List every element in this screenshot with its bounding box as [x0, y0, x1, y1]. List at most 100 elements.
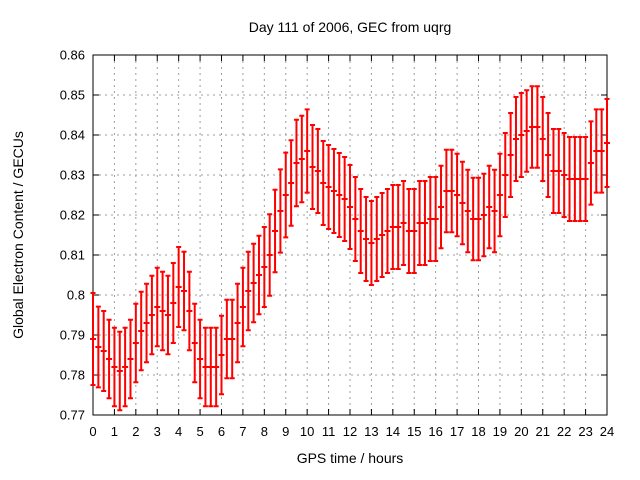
error-bar — [432, 176, 439, 262]
error-bar — [154, 266, 161, 348]
x-tick-label: 21 — [536, 424, 550, 439]
x-tick-label: 6 — [218, 424, 225, 439]
x-tick-label: 8 — [261, 424, 268, 439]
error-bar — [443, 148, 450, 234]
tick-labels: 0 1 2 3 4 5 6 7 8 9 10 11 12 13 14 15 16 17 18 19 20 21 22 23 24… — [60, 48, 615, 440]
error-bar — [357, 188, 364, 274]
x-tick-label: 22 — [557, 424, 571, 439]
error-bar — [245, 250, 252, 332]
error-bar — [587, 120, 594, 206]
error-bar — [486, 164, 493, 250]
y-tick-label: 0.85 — [60, 88, 85, 103]
error-bar — [148, 274, 155, 356]
x-tick-label: 7 — [239, 424, 246, 439]
error-bar — [582, 136, 589, 222]
x-tick-label: 14 — [386, 424, 400, 439]
error-bar — [122, 326, 129, 408]
error-bar — [534, 85, 541, 169]
error-bar — [464, 168, 471, 254]
error-bar — [143, 282, 150, 364]
error-bar — [438, 164, 445, 250]
x-tick-label: 16 — [428, 424, 442, 439]
x-tick-label: 24 — [600, 424, 614, 439]
x-tick-label: 1 — [111, 424, 118, 439]
error-bar — [550, 128, 557, 214]
error-bar — [223, 298, 230, 380]
error-bar — [389, 184, 396, 270]
x-tick-label: 12 — [343, 424, 357, 439]
error-bar — [336, 152, 343, 238]
error-bar — [373, 196, 380, 282]
x-axis-label: GPS time / hours — [296, 450, 404, 466]
error-bar — [282, 151, 289, 239]
y-tick-label: 0.82 — [60, 208, 85, 223]
error-bar — [475, 176, 482, 262]
error-bar — [496, 152, 503, 238]
x-tick-label: 17 — [450, 424, 464, 439]
y-tick-label: 0.84 — [60, 128, 85, 143]
error-bar — [191, 302, 198, 384]
error-bar — [545, 112, 552, 198]
x-tick-label: 5 — [196, 424, 203, 439]
error-bar — [181, 250, 188, 332]
y-axis-label: Global Electron Content / GECUs — [10, 131, 26, 339]
error-bar — [571, 136, 578, 222]
x-tick-label: 18 — [471, 424, 485, 439]
error-bar — [170, 262, 177, 344]
x-tick-label: 19 — [493, 424, 507, 439]
error-bar — [314, 128, 321, 214]
chart-title: Day 111 of 2006, GEC from uqrg — [248, 19, 452, 35]
error-bar — [255, 234, 262, 316]
error-bar — [186, 270, 193, 352]
error-bar — [288, 139, 295, 227]
error-bar — [347, 164, 353, 250]
error-bar — [127, 318, 134, 400]
error-bar — [405, 188, 412, 274]
error-bar — [159, 270, 166, 352]
error-bar — [239, 266, 246, 348]
error-bar — [400, 180, 407, 266]
error-bar — [304, 108, 311, 194]
error-bar — [454, 152, 461, 238]
x-tick-label: 15 — [407, 424, 421, 439]
error-bar — [363, 196, 370, 282]
error-bar — [352, 176, 359, 262]
error-bar — [395, 184, 402, 270]
error-bar — [90, 292, 96, 386]
error-bar — [491, 168, 498, 254]
error-bar — [593, 108, 600, 194]
error-bar — [539, 96, 546, 182]
error-bar — [106, 318, 113, 400]
error-bar — [132, 302, 139, 384]
error-bar — [598, 108, 605, 194]
error-bar — [384, 188, 391, 274]
error-bar — [448, 148, 455, 234]
error-bar — [100, 310, 107, 392]
error-bar — [175, 246, 182, 328]
error-bar — [555, 128, 562, 214]
error-bar — [202, 326, 209, 408]
y-tick-label: 0.86 — [60, 48, 85, 63]
x-tick-label: 4 — [175, 424, 182, 439]
error-bar — [459, 160, 466, 246]
error-bar — [138, 290, 145, 372]
error-bar — [266, 213, 273, 297]
x-tick-label: 2 — [132, 424, 139, 439]
x-tick-label: 11 — [322, 424, 336, 439]
errorbar-series — [90, 85, 610, 412]
error-bar — [566, 136, 573, 222]
error-bar — [261, 226, 268, 308]
y-tick-label: 0.81 — [60, 248, 85, 263]
error-bar — [325, 144, 332, 230]
error-bar — [341, 156, 348, 242]
x-tick-label: 20 — [514, 424, 528, 439]
error-bar — [272, 188, 279, 274]
error-bar — [298, 114, 305, 204]
y-tick-label: 0.8 — [67, 288, 85, 303]
y-tick-label: 0.77 — [60, 408, 85, 423]
error-bar — [470, 176, 477, 262]
error-bar — [416, 180, 423, 266]
x-tick-label: 3 — [154, 424, 161, 439]
y-tick-label: 0.79 — [60, 328, 85, 343]
